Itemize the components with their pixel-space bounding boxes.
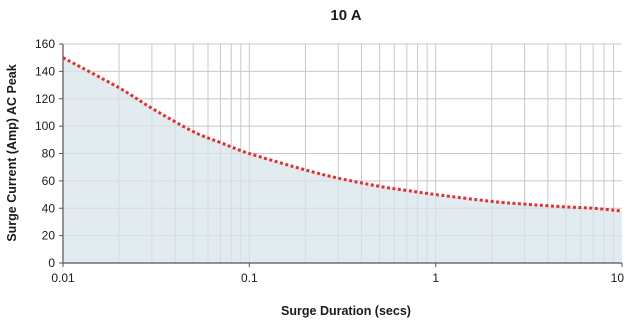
data-point bbox=[118, 86, 121, 89]
data-point bbox=[62, 56, 65, 59]
x-axis-label: Surge Duration (secs) bbox=[281, 304, 411, 318]
y-tick-label: 20 bbox=[42, 229, 56, 243]
y-tick-label: 40 bbox=[42, 201, 56, 215]
data-point bbox=[248, 152, 251, 155]
data-point bbox=[434, 193, 437, 196]
y-tick-label: 160 bbox=[35, 37, 55, 51]
data-point bbox=[337, 177, 340, 180]
data-point bbox=[192, 130, 195, 133]
x-tick-label: 0.01 bbox=[51, 271, 75, 285]
data-point bbox=[405, 189, 408, 192]
line-layer bbox=[62, 56, 624, 213]
y-tick-label: 100 bbox=[35, 119, 55, 133]
data-point bbox=[621, 209, 624, 212]
data-point bbox=[564, 205, 567, 208]
tick-labels: 0 20 40 60 80 100 120 140 160 0.01 0.1 1 10 bbox=[35, 37, 624, 285]
area-layer bbox=[63, 57, 622, 263]
y-tick-label: 60 bbox=[42, 174, 56, 188]
x-tick-label: 10 bbox=[611, 271, 625, 285]
x-tick-label: 1 bbox=[432, 271, 439, 285]
y-tick-label: 0 bbox=[48, 256, 55, 270]
y-tick-label: 140 bbox=[35, 64, 55, 78]
area-fill bbox=[63, 57, 622, 263]
chart-title: 10 A bbox=[330, 7, 361, 24]
data-point bbox=[523, 203, 526, 206]
data-point bbox=[150, 107, 153, 110]
data-point bbox=[219, 141, 222, 144]
data-point bbox=[490, 200, 493, 203]
data-point bbox=[304, 168, 307, 171]
y-tick-label: 120 bbox=[35, 92, 55, 106]
surge-curve-line bbox=[62, 56, 623, 213]
data-point bbox=[378, 185, 381, 188]
y-tick-label: 80 bbox=[42, 147, 56, 161]
data-point bbox=[592, 207, 595, 210]
y-axis-label: Surge Current (Amp) AC Peak bbox=[5, 64, 19, 241]
axes bbox=[59, 43, 623, 267]
x-tick-label: 0.1 bbox=[241, 271, 258, 285]
